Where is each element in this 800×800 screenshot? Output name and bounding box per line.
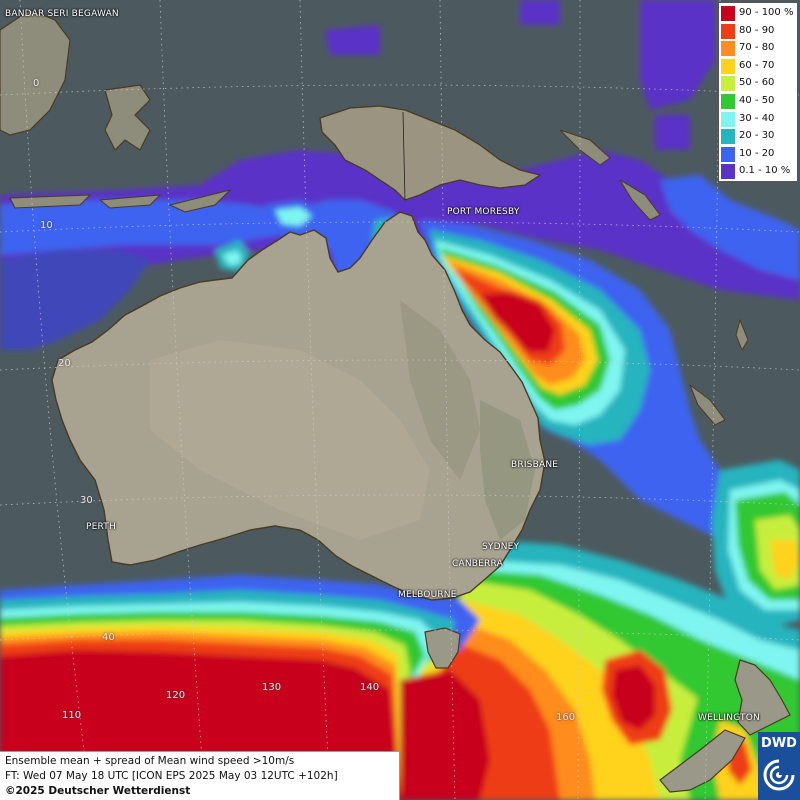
lat-label-0: 0	[33, 78, 40, 89]
legend-swatch	[721, 111, 735, 127]
legend-swatch	[721, 41, 735, 57]
lon-label-160: 160	[556, 712, 576, 723]
legend-item: 30 - 40	[721, 111, 797, 129]
legend-item: 40 - 50	[721, 93, 797, 111]
city-port-moresby: PORT MORESBY	[447, 207, 520, 217]
sulawesi	[104, 84, 151, 152]
product-description: Ensemble mean + spread of Mean wind spee…	[5, 755, 295, 767]
legend-item: 90 - 100 %	[721, 5, 797, 23]
legend-label: 80 - 90	[739, 24, 775, 36]
legend-label: 10 - 20	[739, 147, 775, 159]
legend-swatch	[721, 58, 735, 74]
legend-item: 50 - 60	[721, 75, 797, 93]
borneo	[0, 9, 71, 136]
forecast-time: FT: Wed 07 May 18 UTC [ICON EPS 2025 May…	[5, 770, 338, 782]
legend-label: 0.1 - 10 %	[739, 165, 791, 177]
lon-label-130: 130	[262, 682, 282, 693]
legend-item: 10 - 20	[721, 146, 797, 164]
legend-swatch	[721, 6, 735, 21]
city-canberra: CANBERRA	[452, 559, 503, 569]
lat-label-30: 30	[80, 495, 93, 506]
new-zealand-south	[659, 729, 746, 793]
legend-swatch	[721, 146, 735, 162]
logo-text: DWD	[761, 736, 797, 751]
legend-item: 0.1 - 10 %	[721, 163, 797, 181]
lon-label-140: 140	[360, 682, 380, 693]
legend-swatch	[721, 129, 735, 145]
dwd-logo: DWD	[758, 732, 800, 800]
city-melbourne: MELBOURNE	[398, 590, 457, 600]
new-zealand-north	[734, 659, 791, 736]
lon-label-110: 110	[62, 710, 82, 721]
legend-label: 30 - 40	[739, 112, 775, 124]
legend-swatch	[721, 76, 735, 92]
legend-label: 70 - 80	[739, 42, 775, 54]
legend-label: 90 - 100 %	[739, 7, 794, 18]
city-perth: PERTH	[86, 522, 116, 532]
legend-label: 20 - 30	[739, 130, 775, 142]
lon-label-120: 120	[166, 690, 186, 701]
city-brisbane: BRISBANE	[511, 460, 559, 470]
legend-item: 80 - 90	[721, 23, 797, 41]
swirl-icon	[763, 757, 797, 791]
land	[0, 9, 791, 793]
legend-label: 50 - 60	[739, 77, 775, 89]
legend-item: 60 - 70	[721, 58, 797, 76]
new-guinea	[319, 105, 542, 201]
legend-swatch	[721, 94, 735, 109]
info-box: Ensemble mean + spread of Mean wind spee…	[0, 751, 400, 800]
city-wellington: WELLINGTON	[698, 713, 760, 723]
copyright: ©2025 Deutscher Wetterdienst	[5, 785, 191, 797]
legend-label: 60 - 70	[739, 59, 775, 71]
legend-item: 20 - 30	[721, 128, 797, 146]
legend-swatch	[721, 164, 735, 180]
lat-label-20: 20	[58, 358, 71, 369]
legend-swatch	[721, 23, 735, 39]
city-sydney: SYDNEY	[482, 542, 520, 552]
legend-label: 40 - 50	[739, 95, 775, 106]
legend-item: 70 - 80	[721, 40, 797, 58]
lat-label-10: 10	[40, 220, 53, 231]
city-bandar-seri-begawan: BANDAR SERI BEGAWAN	[5, 9, 119, 19]
lat-label-40: 40	[102, 632, 115, 643]
legend: 90 - 100 % 80 - 90 70 - 80 60 - 70 50 - 60 40…	[718, 2, 798, 182]
